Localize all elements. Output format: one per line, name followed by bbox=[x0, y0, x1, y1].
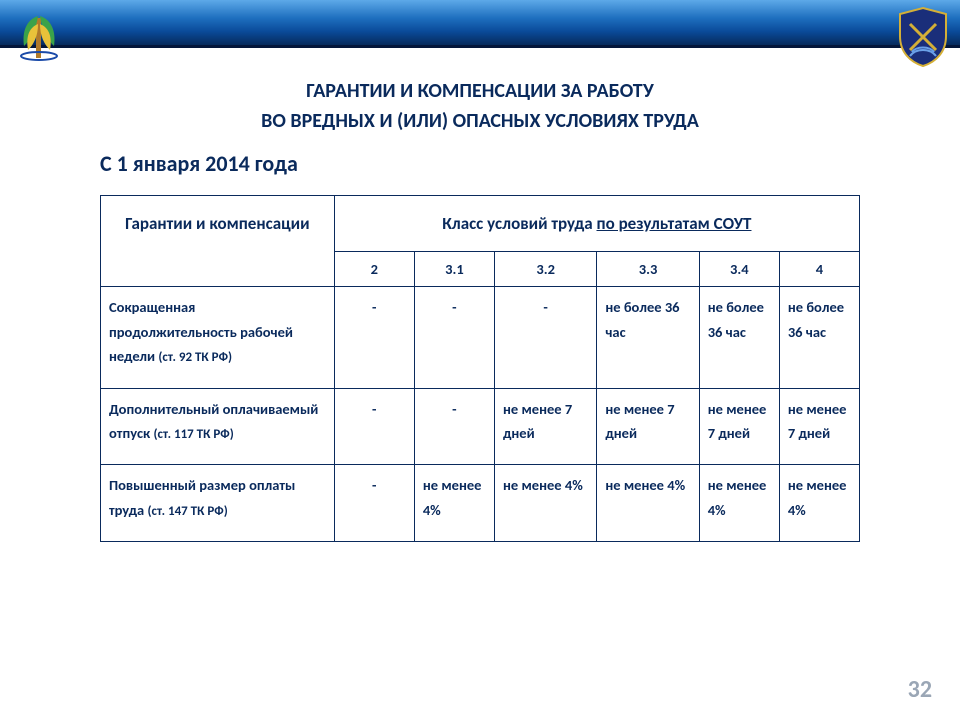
cell: не менее 4% bbox=[494, 465, 596, 542]
class-col-3: 3.3 bbox=[597, 252, 699, 287]
subtitle: С 1 января 2014 года bbox=[100, 150, 960, 177]
table-row: Повышенный размер оплаты труда (ст. 147 … bbox=[101, 465, 860, 542]
cell: - bbox=[494, 287, 596, 388]
page-number: 32 bbox=[908, 675, 932, 704]
row-label-ref: (ст. 147 ТК РФ) bbox=[147, 504, 227, 519]
col-header-guarantees: Гарантии и компенсации bbox=[101, 196, 335, 287]
cell: не менее 7 дней bbox=[699, 388, 779, 465]
row-label-ref: (ст. 92 ТК РФ) bbox=[158, 350, 232, 365]
logo-right bbox=[896, 6, 950, 68]
cell: не менее 7 дней bbox=[597, 388, 699, 465]
cell: - bbox=[334, 388, 414, 465]
class-col-4: 3.4 bbox=[699, 252, 779, 287]
class-col-1: 3.1 bbox=[414, 252, 494, 287]
cell: - bbox=[414, 388, 494, 465]
cell: не менее 7 дней bbox=[779, 388, 859, 465]
cell: не менее 4% bbox=[597, 465, 699, 542]
cell: - bbox=[334, 287, 414, 388]
title-line-2: ВО ВРЕДНЫХ И (ИЛИ) ОПАСНЫХ УСЛОВИЯХ ТРУД… bbox=[0, 106, 960, 136]
row-label: Сокращенная продолжительность рабочей не… bbox=[101, 287, 335, 388]
class-col-0: 2 bbox=[334, 252, 414, 287]
cell: не менее 4% bbox=[414, 465, 494, 542]
cell: не более 36 час bbox=[779, 287, 859, 388]
cell: - bbox=[414, 287, 494, 388]
col-header-class-underlined: по результатам СОУТ bbox=[597, 213, 752, 234]
class-col-5: 4 bbox=[779, 252, 859, 287]
top-bar bbox=[0, 0, 960, 48]
table-row: Дополнительный оплачиваемый отпуск (ст. … bbox=[101, 388, 860, 465]
content-area: Гарантии и компенсации Класс условий тру… bbox=[0, 195, 960, 542]
cell: не менее 4% bbox=[779, 465, 859, 542]
col-header-class-prefix: Класс условий труда bbox=[442, 213, 596, 234]
cell: не более 36 час bbox=[699, 287, 779, 388]
title-line-1: ГАРАНТИИ И КОМПЕНСАЦИИ ЗА РАБОТУ bbox=[0, 76, 960, 106]
cell: не более 36 час bbox=[597, 287, 699, 388]
col-header-class: Класс условий труда по результатам СОУТ bbox=[334, 196, 859, 252]
table-row: Сокращенная продолжительность рабочей не… bbox=[101, 287, 860, 388]
shield-emblem-icon bbox=[896, 6, 950, 68]
row-label: Дополнительный оплачиваемый отпуск (ст. … bbox=[101, 388, 335, 465]
row-label-ref: (ст. 117 ТК РФ) bbox=[153, 427, 233, 442]
cell: не менее 7 дней bbox=[494, 388, 596, 465]
row-label: Повышенный размер оплаты труда (ст. 147 … bbox=[101, 465, 335, 542]
cell: не менее 4% bbox=[699, 465, 779, 542]
logo-left bbox=[10, 6, 68, 64]
class-col-2: 3.2 bbox=[494, 252, 596, 287]
leaf-emblem-icon bbox=[10, 6, 68, 64]
slide-title: ГАРАНТИИ И КОМПЕНСАЦИИ ЗА РАБОТУ ВО ВРЕД… bbox=[0, 76, 960, 136]
cell: - bbox=[334, 465, 414, 542]
guarantees-table: Гарантии и компенсации Класс условий тру… bbox=[100, 195, 860, 542]
